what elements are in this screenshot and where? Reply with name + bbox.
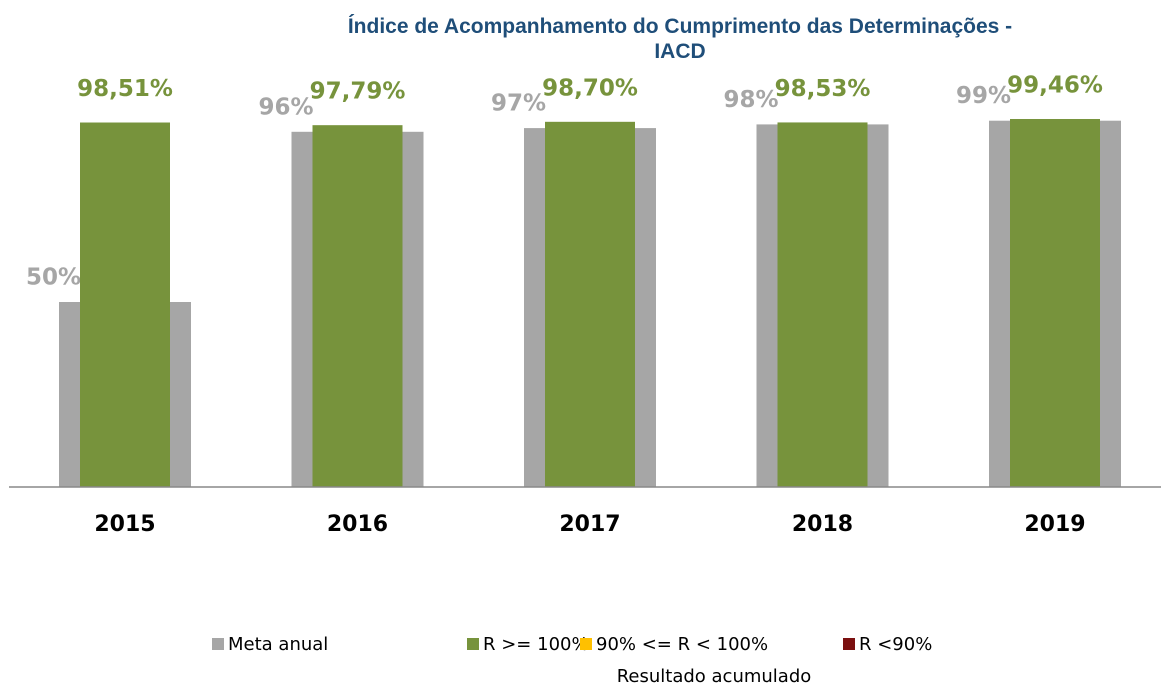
legend-title: Resultado acumulado [617, 666, 812, 687]
x-tick-label: 2019 [1024, 512, 1085, 537]
bar [545, 121, 635, 487]
data-label: 97,79% [310, 79, 406, 105]
x-tick-label: 2018 [792, 512, 853, 537]
chart-title: Índice de Acompanhamento do Cumprimento … [347, 15, 1013, 63]
data-label: 98,70% [542, 75, 638, 101]
legend-swatch [212, 638, 224, 650]
bar [1010, 118, 1100, 488]
x-tick-label: 2015 [94, 512, 155, 537]
data-label: 98,51% [77, 76, 173, 102]
bar [80, 122, 170, 487]
data-label: 99,46% [1007, 72, 1103, 98]
data-label: 98,53% [775, 76, 871, 102]
x-tick-label: 2017 [559, 512, 620, 537]
bar [312, 125, 403, 487]
legend-label: Meta anual [228, 634, 328, 655]
data-label: 96% [258, 94, 313, 120]
data-label: 98% [723, 87, 778, 113]
data-label: 99% [956, 83, 1011, 109]
bar [777, 122, 868, 488]
legend-label: 90% <= R < 100% [596, 634, 768, 655]
x-tick-label: 2016 [327, 512, 388, 537]
legend-label: R >= 100% [483, 634, 589, 655]
data-label: 97% [491, 91, 546, 117]
data-label: 50% [26, 265, 81, 291]
legend-swatch [843, 638, 855, 650]
legend-swatch [467, 638, 479, 650]
legend-swatch [580, 638, 592, 650]
legend-label: R <90% [859, 634, 932, 655]
